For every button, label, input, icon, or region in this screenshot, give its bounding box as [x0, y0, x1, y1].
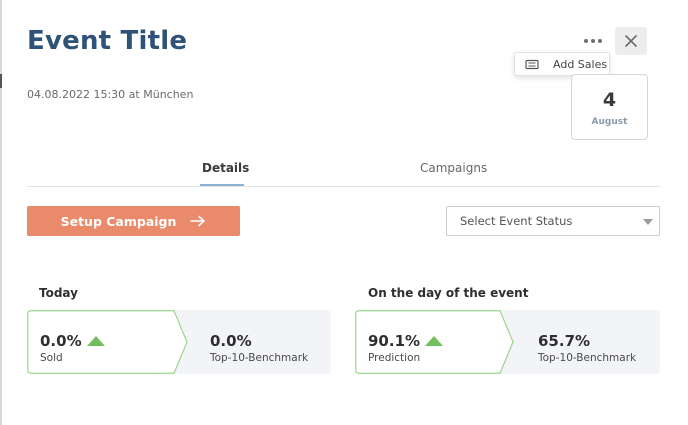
today-section-title: Today — [39, 286, 78, 300]
event-datetime-location: 04.08.2022 15:30 at München — [27, 88, 194, 101]
event-day-benchmark-label: Top-10-Benchmark — [538, 352, 637, 364]
window-left-edge — [0, 0, 2, 425]
event-day-benchmark-value: 65.7% — [538, 332, 591, 350]
event-day-primary-value: 90.1% — [368, 332, 444, 350]
date-month: August — [591, 117, 628, 127]
today-primary-value: 0.0% — [40, 332, 105, 350]
today-highlight-card — [27, 310, 188, 374]
more-options-button[interactable] — [580, 31, 606, 51]
event-day-stat-panel: 90.1% Prediction 65.7% Top-10-Benchmark — [355, 310, 660, 374]
today-benchmark-label: Top-10-Benchmark — [210, 352, 309, 364]
tab-details[interactable]: Details — [202, 161, 250, 175]
close-button[interactable] — [615, 27, 647, 55]
setup-campaign-label: Setup Campaign — [60, 213, 177, 229]
today-primary-value-text: 0.0% — [40, 332, 82, 350]
today-benchmark-value: 0.0% — [210, 332, 252, 350]
today-stat-panel: 0.0% Sold 0.0% Top-10-Benchmark — [27, 310, 331, 374]
menu-item-label: Add Sales — [553, 57, 608, 71]
ticket-icon — [525, 59, 539, 69]
event-day-section-title: On the day of the event — [368, 286, 529, 300]
date-day: 4 — [602, 89, 617, 111]
chevron-down-icon — [643, 219, 653, 225]
event-title: Event Title — [27, 26, 188, 56]
menu-item-add-sales[interactable]: Add Sales — [514, 52, 610, 76]
event-status-select[interactable]: Select Event Status — [446, 206, 660, 236]
window-left-edge-marker — [0, 74, 2, 88]
event-day-primary-value-text: 90.1% — [368, 332, 421, 350]
event-status-placeholder: Select Event Status — [460, 214, 573, 228]
event-day-primary-label: Prediction — [368, 352, 421, 364]
active-tab-indicator — [200, 184, 244, 186]
arrow-right-icon — [190, 215, 206, 227]
trend-up-icon — [425, 336, 444, 346]
tab-campaigns[interactable]: Campaigns — [420, 161, 488, 175]
event-date-card: 4 August — [571, 74, 648, 140]
tabs-divider — [27, 186, 660, 187]
today-primary-label: Sold — [40, 352, 63, 364]
close-icon — [625, 35, 637, 47]
setup-campaign-button[interactable]: Setup Campaign — [27, 206, 240, 236]
trend-up-icon — [86, 336, 105, 346]
